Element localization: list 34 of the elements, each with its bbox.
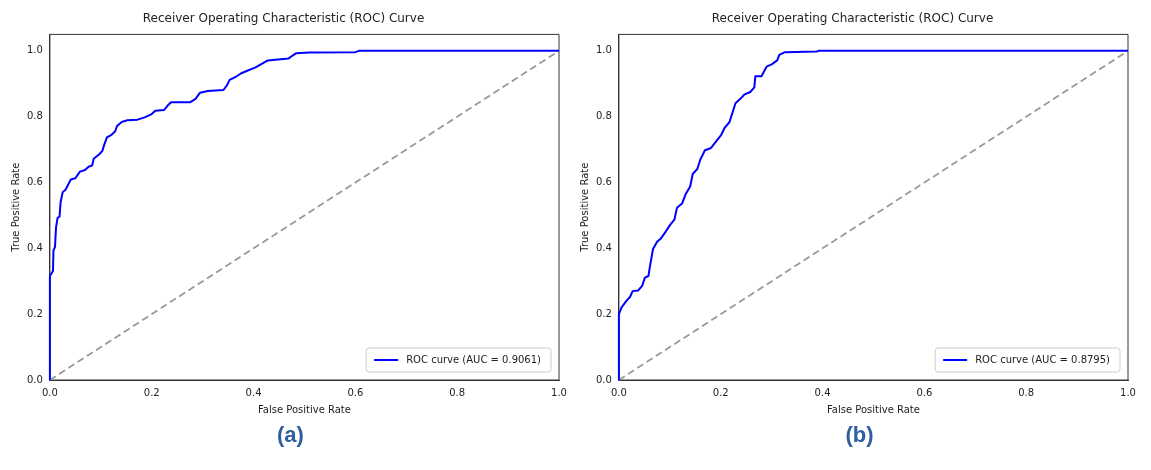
x-tick-label: 1.0 [1120,386,1136,398]
x-tick-label: 0.8 [1018,386,1035,398]
y-tick-label: 0.0 [27,373,43,385]
y-tick-label: 0.4 [27,241,43,253]
legend-label: ROC curve (AUC = 0.8795) [975,353,1111,365]
legend-label: ROC curve (AUC = 0.9061) [406,353,542,365]
y-tick-label: 0.0 [596,373,612,385]
x-tick-label: 0.0 [610,386,627,398]
chart-title: Receiver Operating Characteristic (ROC) Curve [711,11,994,26]
y-tick-label: 0.8 [596,110,612,122]
x-tick-label: 0.2 [712,386,729,398]
y-tick-label: 1.0 [596,44,612,56]
chart-title: Receiver Operating Characteristic (ROC) Curve [142,11,425,26]
x-axis-title: False Positive Rate [257,403,351,415]
y-axis-title: True Positive Rate [578,162,590,253]
y-tick-label: 0.6 [596,176,612,188]
text: (a) [277,422,304,448]
x-tick-label: 0.4 [814,386,831,398]
y-tick-label: 0.2 [596,307,612,319]
x-tick-label: 0.2 [143,386,160,398]
x-tick-label: 0.6 [347,386,364,398]
y-tick-label: 0.8 [27,110,43,122]
y-tick-label: 0.6 [27,176,43,188]
y-tick-label: 0.4 [596,241,612,253]
x-axis-title: False Positive Rate [826,403,920,415]
x-tick-label: 1.0 [551,386,567,398]
x-tick-label: 0.8 [449,386,466,398]
y-tick-label: 0.2 [27,307,43,319]
x-tick-label: 0.0 [41,386,58,398]
text: (b) [845,422,874,448]
y-axis-title: True Positive Rate [9,162,21,253]
y-tick-label: 1.0 [27,44,43,56]
x-tick-label: 0.4 [245,386,262,398]
x-tick-label: 0.6 [916,386,933,398]
